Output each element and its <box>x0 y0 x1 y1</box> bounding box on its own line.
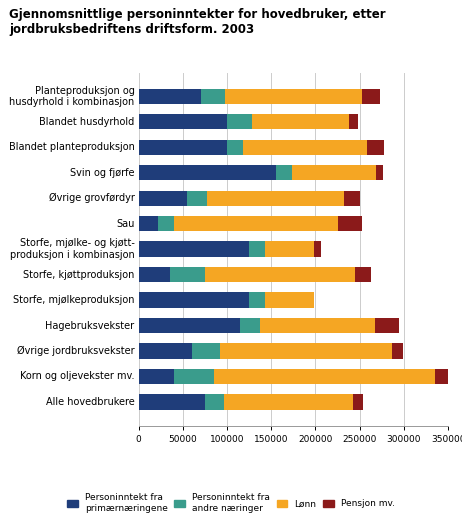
Bar <box>139 89 201 104</box>
Bar <box>392 344 403 359</box>
Legend: Personinntekt fra
primærnæringene, Personinntekt fra
andre næringer, Lønn, Pensj: Personinntekt fra primærnæringene, Perso… <box>65 491 397 514</box>
Bar <box>139 241 249 257</box>
Bar <box>139 216 158 231</box>
Bar <box>220 344 392 359</box>
Bar <box>252 114 349 129</box>
Bar <box>227 140 243 155</box>
Bar <box>265 292 314 308</box>
Bar <box>139 318 240 333</box>
Bar <box>139 165 276 181</box>
Bar <box>362 89 380 104</box>
Bar <box>174 216 338 231</box>
Bar <box>260 318 375 333</box>
Bar <box>249 292 265 308</box>
Bar <box>139 114 227 129</box>
Bar <box>139 140 227 155</box>
Bar <box>314 241 321 257</box>
Bar <box>139 267 170 282</box>
Bar <box>170 267 205 282</box>
Bar <box>139 344 192 359</box>
Bar <box>139 190 187 206</box>
Bar <box>214 369 435 384</box>
Bar <box>276 165 292 181</box>
Bar <box>139 394 205 409</box>
Bar <box>225 89 362 104</box>
Bar <box>367 140 384 155</box>
Bar <box>207 190 344 206</box>
Bar <box>344 190 360 206</box>
Bar <box>187 190 207 206</box>
Bar <box>249 241 265 257</box>
Bar <box>227 114 252 129</box>
Bar <box>376 165 383 181</box>
Bar <box>139 369 174 384</box>
Bar <box>243 140 367 155</box>
Bar <box>338 216 362 231</box>
Bar <box>435 369 454 384</box>
Text: Gjennomsnittlige personinntekter for hovedbruker, etter jordbruksbedriftens drif: Gjennomsnittlige personinntekter for hov… <box>9 8 386 36</box>
Bar <box>375 318 400 333</box>
Bar <box>205 267 355 282</box>
Bar <box>139 292 249 308</box>
Bar <box>158 216 174 231</box>
Bar <box>205 394 225 409</box>
Bar <box>201 89 225 104</box>
Bar <box>265 241 314 257</box>
Bar <box>225 394 353 409</box>
Bar <box>192 344 220 359</box>
Bar <box>292 165 376 181</box>
Bar <box>240 318 260 333</box>
Bar <box>355 267 371 282</box>
Bar <box>174 369 214 384</box>
Bar <box>349 114 358 129</box>
Bar <box>353 394 363 409</box>
